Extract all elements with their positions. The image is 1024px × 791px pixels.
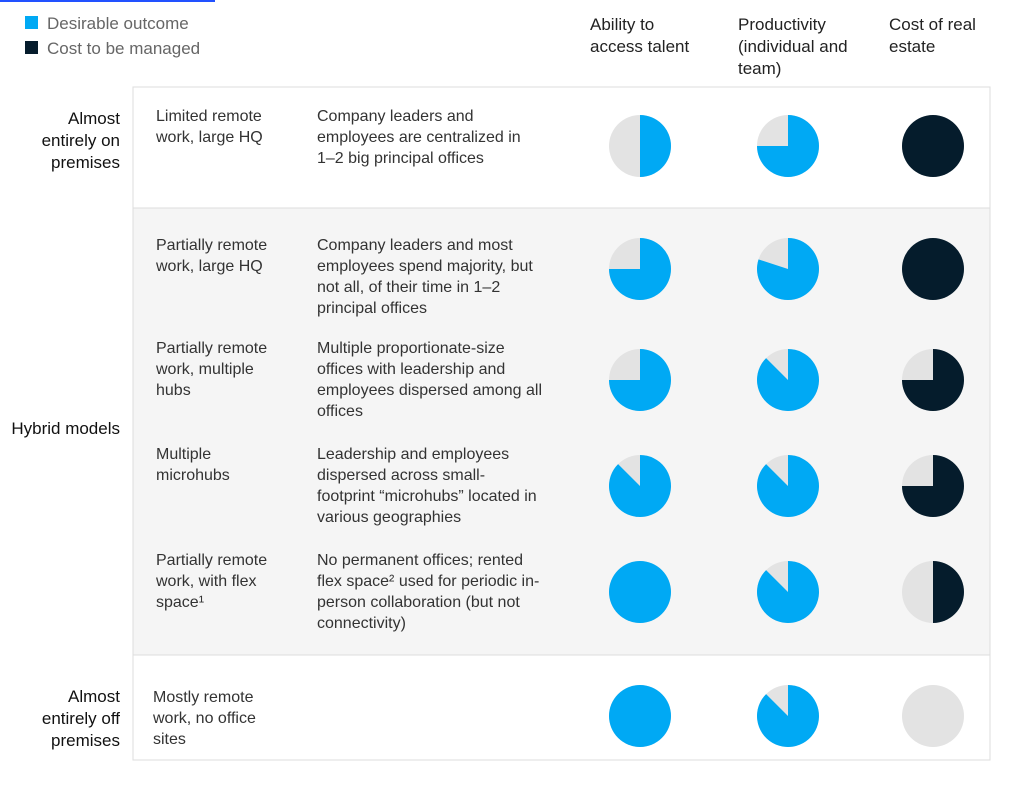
harvey-ball — [609, 238, 671, 300]
harvey-ball — [902, 455, 964, 517]
legend-label: Desirable outcome — [47, 14, 189, 33]
harvey-ball — [609, 349, 671, 411]
section-bg — [132, 207, 991, 656]
column-header: Ability to access talent — [590, 15, 690, 56]
harvey-ball — [757, 238, 819, 300]
harvey-ball — [756, 349, 819, 411]
column-header: Productivity (individual and team) — [738, 15, 848, 78]
legend-label: Cost to be managed — [47, 39, 201, 58]
model-label: Mostly remote work, no office sites — [153, 689, 256, 748]
harvey-ball — [902, 561, 964, 623]
harvey-ball — [902, 349, 964, 411]
group-label: Hybrid models — [11, 419, 120, 438]
model-description: Leadership and employees dispersed acros… — [317, 446, 537, 526]
harvey-ball — [609, 685, 671, 747]
group-label: Almost entirely on premises — [41, 109, 120, 172]
harvey-ball — [756, 455, 819, 517]
harvey-ball — [609, 455, 671, 517]
harvey-ball — [609, 115, 671, 177]
harvey-ball — [757, 115, 819, 177]
section-bg — [132, 86, 991, 209]
model-description: Company leaders and most employees spend… — [317, 237, 533, 317]
harvey-ball — [609, 561, 671, 623]
model-label: Partially remote work, large HQ — [156, 237, 268, 275]
harvey-ball — [902, 115, 964, 177]
section-bg — [132, 654, 991, 761]
group-label: Almost entirely off premises — [41, 687, 120, 750]
model-description: No permanent offices; rented flex space²… — [317, 552, 540, 632]
model-description: Multiple proportionate-size offices with… — [317, 340, 543, 420]
model-label: Partially remote work, with flex space¹ — [156, 552, 268, 611]
column-header: Cost of real estate — [889, 15, 976, 56]
legend-swatch — [25, 41, 38, 54]
model-label: Limited remote work, large HQ — [156, 108, 263, 146]
model-label: Partially remote work, multiple hubs — [156, 340, 268, 399]
model-label: Multiple microhubs — [156, 446, 230, 484]
model-description: Company leaders and employees are centra… — [317, 108, 521, 167]
harvey-ball — [902, 685, 964, 747]
harvey-ball — [757, 561, 819, 624]
harvey-ball — [757, 685, 819, 748]
legend-swatch — [25, 16, 38, 29]
harvey-ball — [902, 238, 964, 300]
